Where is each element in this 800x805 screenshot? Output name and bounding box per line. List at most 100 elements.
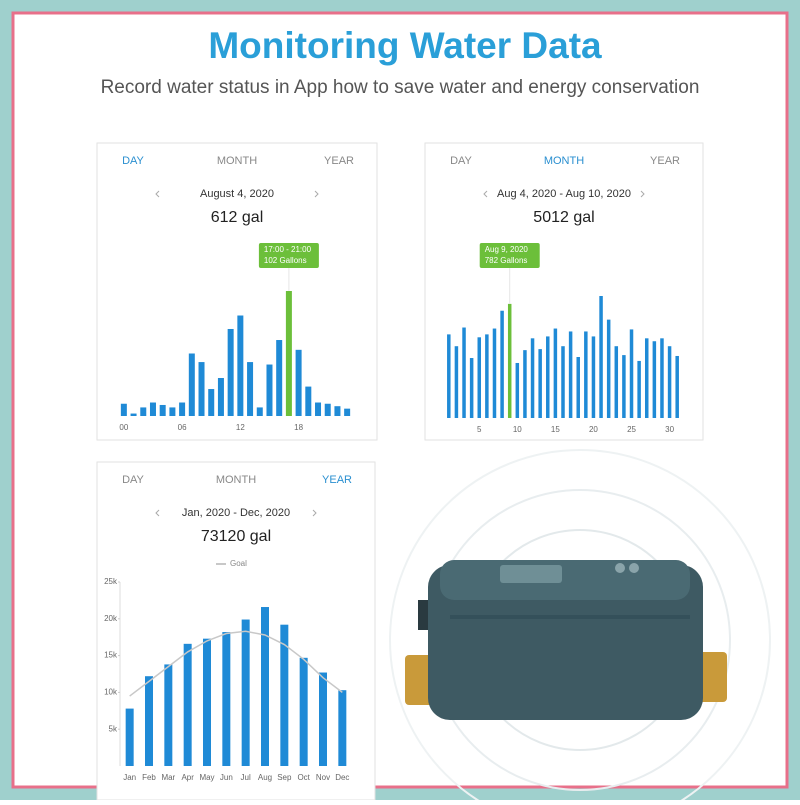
tab: DAY — [450, 155, 472, 167]
bar — [169, 407, 176, 416]
bar — [299, 657, 308, 766]
legend-label: Goal — [230, 559, 247, 568]
bar — [164, 664, 173, 766]
bar — [660, 338, 664, 418]
x-tick-label: Jul — [241, 773, 251, 782]
total: 73120 gal — [201, 528, 271, 545]
bar — [338, 690, 347, 766]
next-arrow — [312, 509, 317, 517]
tab: MONTH — [216, 474, 256, 486]
bar — [515, 362, 520, 418]
bar — [652, 341, 657, 418]
bar — [217, 378, 224, 416]
date-range: Jan, 2020 - Dec, 2020 — [182, 507, 290, 519]
bar — [637, 360, 641, 418]
tab: DAY — [122, 474, 144, 486]
bar — [120, 403, 127, 416]
prev-arrow — [483, 190, 488, 198]
bar — [276, 340, 283, 416]
bar — [159, 404, 166, 416]
panel — [96, 142, 378, 441]
bar — [599, 296, 603, 418]
date-range: August 4, 2020 — [200, 188, 274, 200]
bar — [667, 346, 672, 418]
bar — [145, 676, 153, 766]
bar — [622, 355, 626, 418]
bar — [203, 638, 211, 766]
bar — [324, 403, 331, 416]
bar — [507, 303, 512, 418]
x-tick-label: 06 — [178, 423, 187, 432]
prev-arrow — [155, 190, 160, 198]
bar — [546, 336, 550, 418]
tooltip — [258, 243, 319, 268]
bar — [576, 357, 580, 418]
bar — [315, 402, 322, 416]
bar — [266, 364, 273, 416]
bar — [675, 355, 679, 418]
tab: DAY — [122, 155, 144, 167]
bar — [500, 310, 504, 418]
y-tick-label: 20k — [104, 614, 118, 623]
next-arrow — [640, 190, 645, 198]
device-illustration — [389, 449, 771, 805]
bar — [280, 624, 289, 766]
bar — [319, 672, 327, 766]
tooltip-value: 102 Gallons — [264, 256, 307, 265]
x-tick-label: 20 — [589, 425, 598, 434]
total: 612 gal — [211, 209, 264, 226]
bar — [140, 407, 147, 416]
bar — [305, 386, 312, 416]
bar — [334, 406, 341, 416]
bar — [469, 358, 474, 418]
x-tick-label: Dec — [335, 773, 349, 782]
goal-line — [129, 630, 343, 697]
bar — [149, 402, 156, 416]
bar — [568, 331, 573, 418]
bar — [523, 350, 527, 418]
bar — [188, 353, 195, 416]
bar — [261, 607, 269, 766]
bar — [538, 349, 542, 418]
bar — [492, 328, 497, 418]
bar — [247, 362, 254, 416]
x-tick-label: Aug — [258, 773, 272, 782]
bar — [614, 346, 619, 418]
bar — [591, 336, 596, 418]
bar — [241, 619, 250, 766]
bar — [447, 334, 451, 418]
x-tick-label: Sep — [277, 773, 292, 782]
bar — [530, 338, 535, 418]
bar — [285, 291, 292, 416]
tab: YEAR — [324, 155, 354, 167]
x-tick-label: 30 — [665, 425, 674, 434]
bar — [256, 407, 263, 416]
y-tick-label: 15k — [104, 651, 118, 660]
bar — [584, 331, 588, 418]
bar — [227, 328, 234, 416]
bar — [130, 413, 137, 416]
bar — [179, 402, 186, 416]
bar — [454, 346, 459, 418]
y-tick-label: 25k — [104, 577, 118, 586]
x-tick-label: 25 — [627, 425, 636, 434]
prev-arrow — [155, 509, 160, 517]
x-tick-label: 18 — [294, 423, 303, 432]
x-tick-label: Jun — [220, 773, 233, 782]
title: Monitoring Water Data — [208, 25, 602, 66]
bar — [644, 338, 649, 418]
tab: MONTH — [217, 155, 257, 167]
y-tick-label: 5k — [109, 724, 118, 733]
bar — [629, 329, 634, 418]
tooltip-title: 17:00 - 21:00 — [264, 245, 312, 254]
tab: YEAR — [650, 155, 680, 167]
tooltip-title: Aug 9, 2020 — [485, 245, 529, 254]
x-tick-label: Nov — [316, 773, 330, 782]
bar — [222, 632, 231, 766]
x-tick-label: Oct — [297, 773, 310, 782]
bar — [183, 643, 192, 766]
tooltip — [479, 243, 540, 268]
x-tick-label: 15 — [551, 425, 560, 434]
x-tick-label: 5 — [477, 425, 482, 434]
bar — [198, 362, 205, 416]
